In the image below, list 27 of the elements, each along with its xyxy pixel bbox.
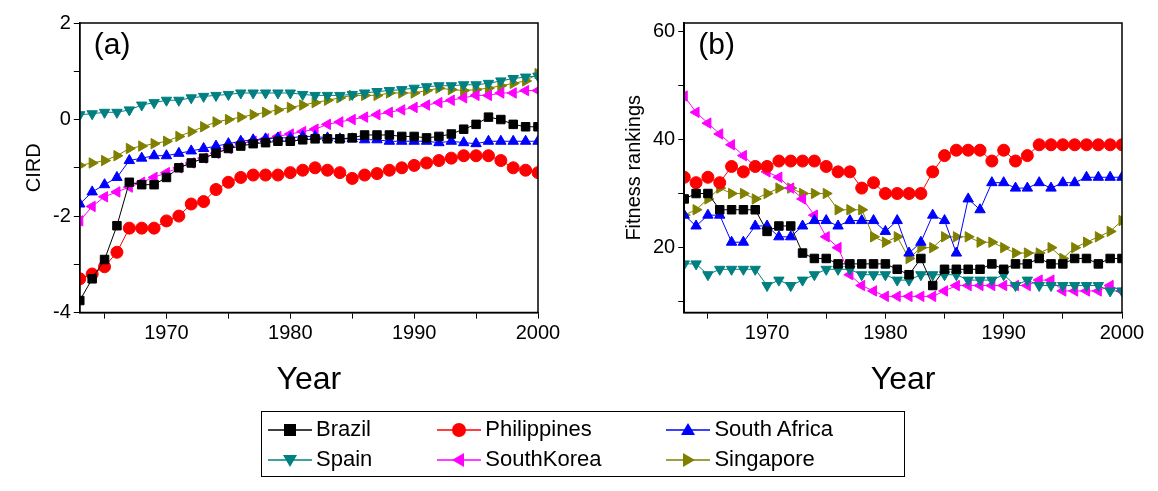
y-tick-label: 0 (59, 107, 71, 130)
x-tick-label: 1980 (268, 321, 313, 344)
y-tick-label: 2 (59, 10, 71, 33)
y-tick-label: -2 (52, 203, 71, 226)
x-tick-label: 2000 (515, 321, 561, 344)
legend-label: Spain (316, 446, 373, 471)
legend-label: Philippines (485, 416, 592, 441)
x-tick-label: 1970 (744, 321, 790, 344)
legend-label: SouthKorea (485, 446, 602, 471)
y-tick-label: 60 (653, 18, 676, 41)
x-tick-label: 1970 (144, 321, 189, 344)
y-axis-title: CIRD (21, 143, 44, 193)
annotation: (a) (93, 27, 131, 61)
x-tick-label: 1990 (391, 321, 437, 344)
x-tick-label: 1990 (981, 321, 1026, 344)
y-tick-label: 20 (653, 235, 676, 258)
x-tick-label: 1980 (863, 321, 908, 344)
legend-label: Brazil (316, 416, 372, 441)
y-tick-label: 40 (653, 126, 676, 149)
y-tick-label: -4 (52, 300, 71, 323)
y-axis-title: Fitness rankings (621, 94, 644, 241)
annotation: (b) (698, 27, 735, 61)
x-axis-title: Year (276, 359, 342, 396)
x-axis-title: Year (870, 359, 936, 396)
x-tick-label: 2000 (1099, 321, 1145, 344)
legend-label: Singapore (714, 446, 815, 471)
legend-label: South Africa (714, 416, 834, 441)
